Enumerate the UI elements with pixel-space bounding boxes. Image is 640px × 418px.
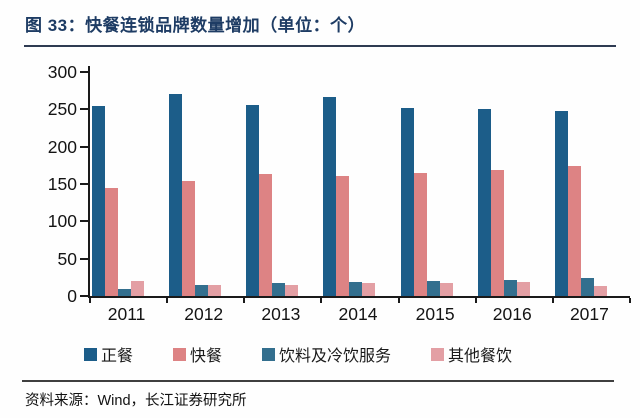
bars-container	[90, 66, 630, 296]
x-tick-label: 2016	[492, 304, 532, 324]
bar-饮料及冷饮服务-2015	[426, 281, 440, 296]
bar-饮料及冷饮服务-2012	[195, 284, 209, 296]
title-divider	[24, 45, 616, 47]
x-axis-tick	[320, 298, 323, 303]
bar-group-2015	[399, 66, 476, 296]
x-axis-tick	[397, 298, 400, 303]
legend-item-正餐: 正餐	[84, 342, 133, 366]
bar-饮料及冷饮服务-2017	[580, 278, 594, 296]
bar-正餐-2016	[477, 109, 491, 296]
legend-swatch	[173, 347, 187, 361]
bar-其他餐饮-2011	[131, 281, 144, 296]
bar-饮料及冷饮服务-2013	[272, 283, 286, 296]
bar-chart: 0 50 100 150 200 250 300 2011 2012 2013 2014 2015 2…	[0, 60, 640, 370]
y-tick-label: 200	[47, 136, 77, 157]
legend-swatch	[84, 347, 97, 361]
bar-快餐-2016	[490, 169, 504, 296]
bar-饮料及冷饮服务-2014	[349, 281, 363, 296]
legend-label: 正餐	[101, 348, 134, 365]
y-tick-label: 150	[47, 174, 77, 194]
x-tick-label: 2014	[338, 304, 378, 324]
legend-swatch	[431, 347, 445, 361]
x-axis-tick	[89, 298, 91, 303]
legend-label: 快餐	[190, 348, 223, 365]
y-axis-tick	[80, 295, 88, 297]
x-tick-label: 2011	[107, 304, 146, 324]
bar-其他餐饮-2017	[593, 285, 607, 296]
source-note: 资料来源：Wind，长江证券研究所	[25, 393, 247, 409]
y-tick-label: 0	[67, 286, 77, 306]
y-tick-label: 50	[57, 248, 77, 269]
bar-group-2014	[321, 66, 398, 296]
bar-group-2013	[244, 66, 321, 296]
y-axis-tick	[80, 183, 88, 185]
bar-其他餐饮-2012	[208, 284, 222, 296]
y-tick-label: 100	[47, 211, 77, 232]
legend-item-饮料及冷饮服务: 饮料及冷饮服务	[262, 342, 391, 366]
x-axis-tick	[551, 298, 554, 303]
bar-其他餐饮-2015	[439, 283, 453, 296]
y-axis-tick	[80, 220, 88, 223]
bar-正餐-2012	[169, 94, 183, 296]
bar-group-2016	[476, 66, 553, 296]
bar-饮料及冷饮服务-2011	[118, 288, 131, 296]
x-axis-tick	[166, 298, 169, 303]
chart-legend: 正餐 快餐 饮料及冷饮服务 其他餐饮	[84, 342, 512, 366]
bar-快餐-2013	[259, 174, 273, 296]
bar-正餐-2015	[400, 107, 414, 296]
bar-快餐-2014	[336, 175, 350, 296]
bar-group-2017	[553, 66, 630, 296]
bar-group-2011	[90, 66, 167, 296]
x-tick-label: 2013	[261, 304, 301, 324]
bar-group-2012	[167, 66, 244, 296]
bar-正餐-2017	[554, 110, 568, 296]
bar-快餐-2015	[413, 172, 427, 296]
bar-正餐-2011	[92, 106, 105, 296]
plot-area: 0 50 100 150 200 250 300	[48, 62, 631, 306]
source-divider	[22, 380, 614, 382]
x-tick-label: 2017	[569, 304, 609, 324]
bar-饮料及冷饮服务-2016	[503, 280, 517, 296]
figure-title: 图 33：快餐连锁品牌数量增加（单位：个）	[25, 16, 366, 35]
bar-快餐-2011	[105, 188, 118, 296]
legend-label: 其他餐饮	[448, 348, 513, 365]
bar-正餐-2013	[246, 104, 260, 296]
y-axis-tick	[80, 257, 88, 260]
legend-item-快餐: 快餐	[173, 342, 222, 366]
x-axis-tick	[629, 298, 631, 303]
y-tick-label: 250	[47, 99, 77, 120]
y-axis-tick	[80, 145, 88, 148]
x-axis-tick	[474, 298, 477, 303]
bar-快餐-2012	[182, 181, 196, 296]
y-axis-tick	[80, 108, 88, 111]
bar-其他餐饮-2013	[285, 284, 299, 296]
bar-其他餐饮-2014	[362, 283, 376, 296]
y-tick-label: 300	[47, 62, 77, 82]
legend-label: 饮料及冷饮服务	[279, 348, 392, 365]
bar-快餐-2017	[567, 166, 581, 296]
legend-swatch	[262, 347, 276, 361]
bar-其他餐饮-2016	[516, 281, 530, 296]
x-tick-label: 2012	[184, 304, 224, 324]
x-axis-labels: 2011 2012 2013 2014 2015 2016 2017	[88, 304, 628, 325]
bar-正餐-2014	[323, 97, 337, 296]
x-tick-label: 2015	[415, 304, 455, 324]
legend-item-其他餐饮: 其他餐饮	[431, 342, 512, 366]
x-axis-tick	[243, 298, 246, 303]
y-axis-tick	[80, 71, 88, 73]
